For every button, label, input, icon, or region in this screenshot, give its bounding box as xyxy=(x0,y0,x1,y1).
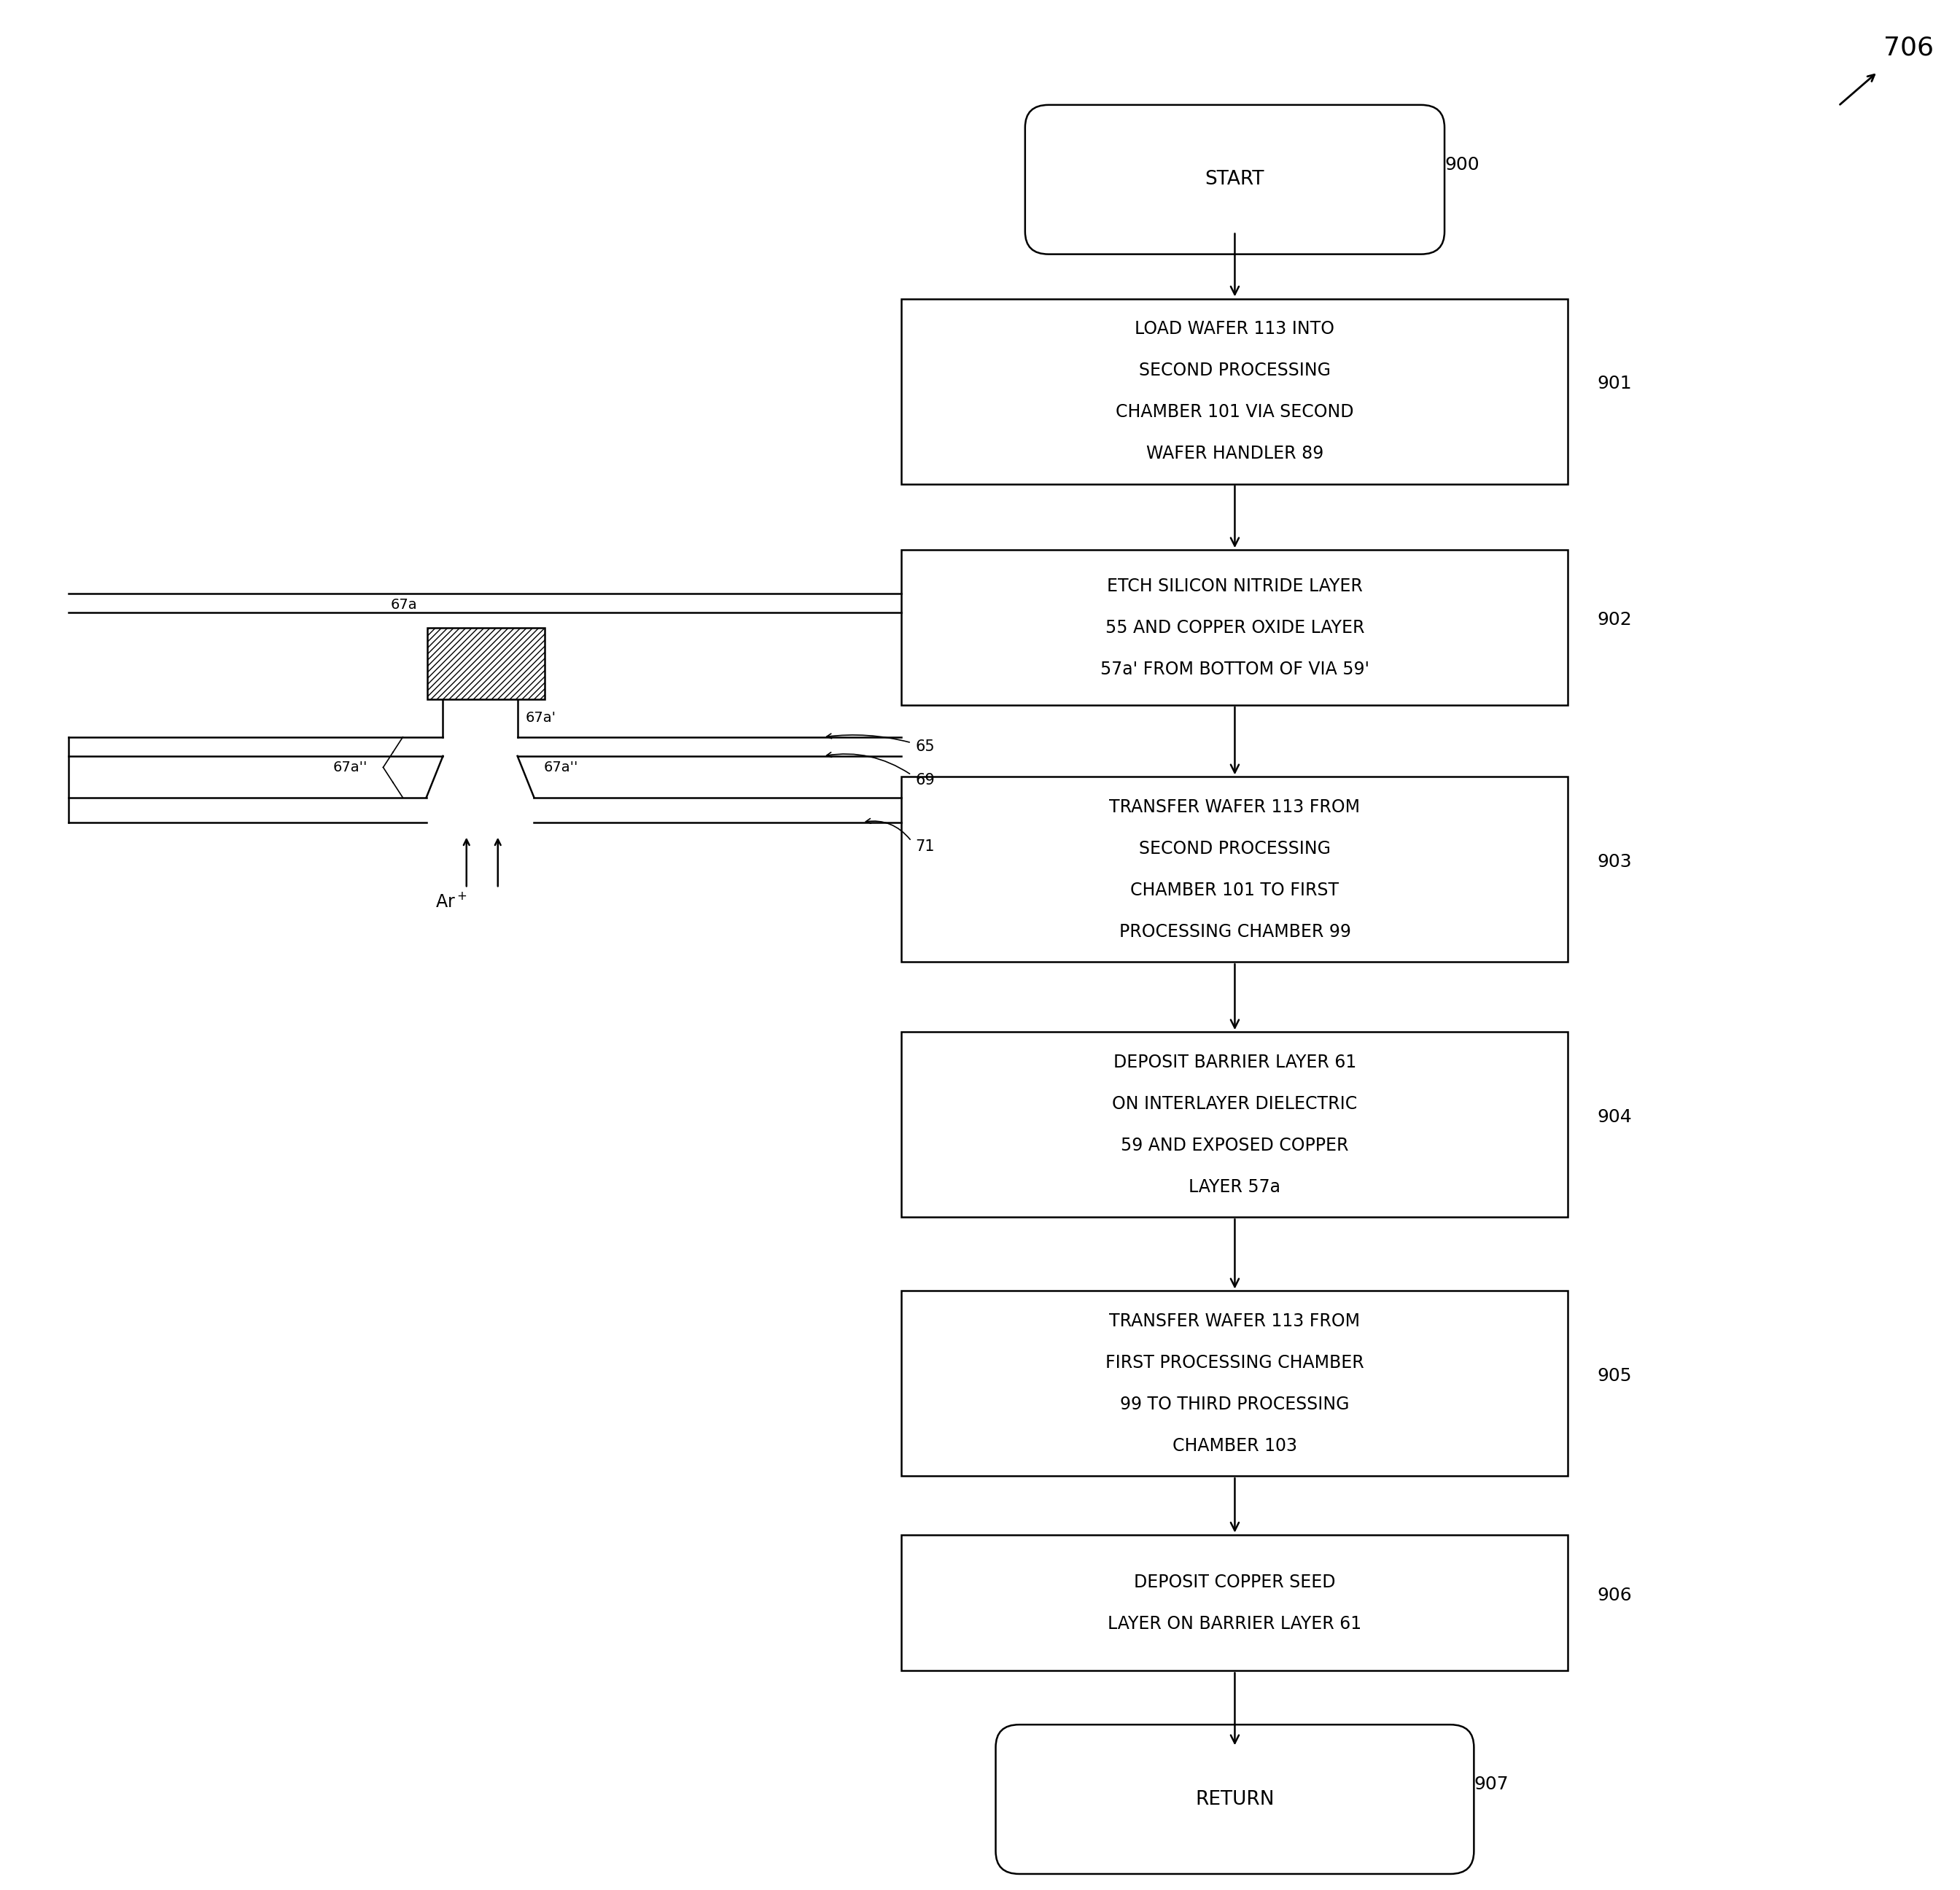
Text: START: START xyxy=(1205,170,1264,189)
Text: 67a': 67a' xyxy=(525,711,557,726)
Text: 900: 900 xyxy=(1445,155,1480,174)
Text: 67a'': 67a'' xyxy=(545,760,578,775)
Text: 902: 902 xyxy=(1597,610,1633,629)
Text: DEPOSIT COPPER SEED: DEPOSIT COPPER SEED xyxy=(1135,1572,1335,1591)
Text: Ar$^+$: Ar$^+$ xyxy=(435,892,466,911)
Text: 903: 903 xyxy=(1597,852,1633,871)
Text: 67a'': 67a'' xyxy=(333,760,368,775)
Text: 55 AND COPPER OXIDE LAYER: 55 AND COPPER OXIDE LAYER xyxy=(1105,618,1364,637)
Bar xyxy=(902,777,1568,962)
Text: CHAMBER 101 TO FIRST: CHAMBER 101 TO FIRST xyxy=(1131,881,1339,900)
Text: 906: 906 xyxy=(1597,1586,1633,1605)
Text: TRANSFER WAFER 113 FROM: TRANSFER WAFER 113 FROM xyxy=(1109,798,1360,816)
Bar xyxy=(902,1535,1568,1671)
Text: LOAD WAFER 113 INTO: LOAD WAFER 113 INTO xyxy=(1135,319,1335,338)
Text: 65: 65 xyxy=(915,739,935,754)
Text: 69: 69 xyxy=(915,773,935,788)
Text: ON INTERLAYER DIELECTRIC: ON INTERLAYER DIELECTRIC xyxy=(1111,1094,1358,1113)
Text: ETCH SILICON NITRIDE LAYER: ETCH SILICON NITRIDE LAYER xyxy=(1107,576,1362,595)
Text: 71: 71 xyxy=(915,839,935,854)
Text: FIRST PROCESSING CHAMBER: FIRST PROCESSING CHAMBER xyxy=(1105,1353,1364,1372)
Text: WAFER HANDLER 89: WAFER HANDLER 89 xyxy=(1147,444,1323,463)
Text: DEPOSIT BARRIER LAYER 61: DEPOSIT BARRIER LAYER 61 xyxy=(1113,1053,1356,1072)
Text: CHAMBER 103: CHAMBER 103 xyxy=(1172,1436,1298,1455)
Text: SECOND PROCESSING: SECOND PROCESSING xyxy=(1139,361,1331,380)
Text: 99 TO THIRD PROCESSING: 99 TO THIRD PROCESSING xyxy=(1119,1395,1350,1414)
Text: 706: 706 xyxy=(1884,36,1935,60)
Text: LAYER ON BARRIER LAYER 61: LAYER ON BARRIER LAYER 61 xyxy=(1107,1614,1362,1633)
Bar xyxy=(902,550,1568,705)
Text: 901: 901 xyxy=(1597,374,1633,393)
Text: 57a' FROM BOTTOM OF VIA 59': 57a' FROM BOTTOM OF VIA 59' xyxy=(1100,660,1370,679)
Bar xyxy=(902,1291,1568,1476)
Text: 59 AND EXPOSED COPPER: 59 AND EXPOSED COPPER xyxy=(1121,1136,1348,1155)
Text: RETURN: RETURN xyxy=(1196,1790,1274,1809)
Text: SECOND PROCESSING: SECOND PROCESSING xyxy=(1139,839,1331,858)
FancyBboxPatch shape xyxy=(1025,104,1445,253)
Text: LAYER 57a: LAYER 57a xyxy=(1190,1177,1280,1196)
Text: TRANSFER WAFER 113 FROM: TRANSFER WAFER 113 FROM xyxy=(1109,1312,1360,1331)
FancyBboxPatch shape xyxy=(996,1724,1474,1875)
Bar xyxy=(902,1032,1568,1217)
Bar xyxy=(902,299,1568,484)
Text: 67a: 67a xyxy=(390,597,417,612)
Text: PROCESSING CHAMBER 99: PROCESSING CHAMBER 99 xyxy=(1119,922,1350,941)
Text: 904: 904 xyxy=(1597,1108,1633,1126)
Text: CHAMBER 101 VIA SECOND: CHAMBER 101 VIA SECOND xyxy=(1115,403,1354,421)
Bar xyxy=(427,627,545,699)
Text: 907: 907 xyxy=(1474,1775,1509,1794)
Text: 905: 905 xyxy=(1597,1366,1633,1385)
